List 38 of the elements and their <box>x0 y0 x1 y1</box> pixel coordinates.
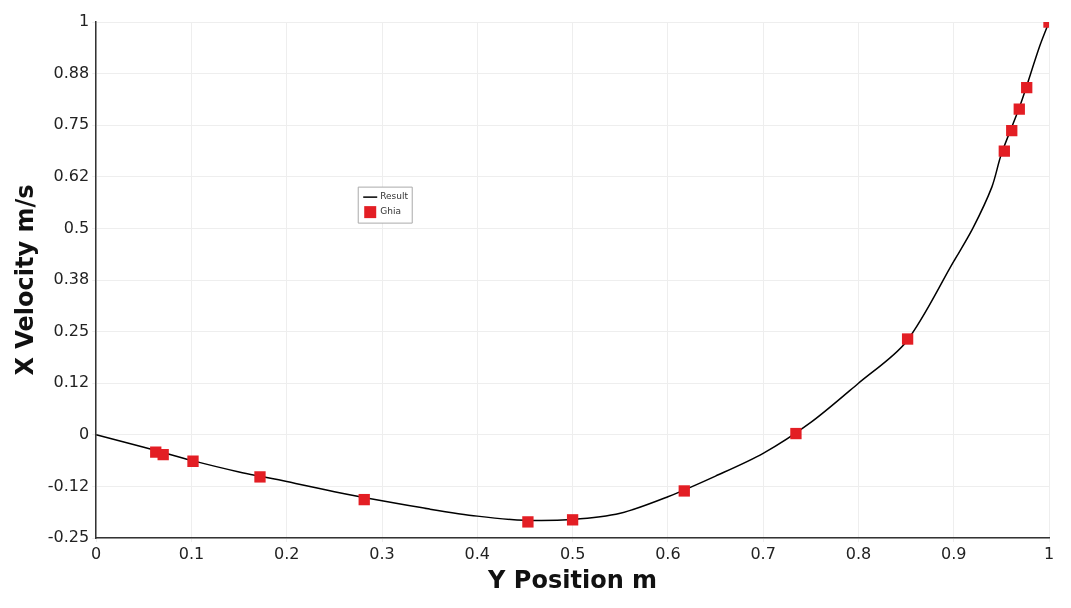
y-tick-label: 0.25 <box>53 320 90 340</box>
point <box>1006 124 1018 137</box>
point <box>1021 81 1033 94</box>
y-axis-title: X Velocity m/s <box>10 184 39 376</box>
point <box>566 514 579 526</box>
point <box>187 455 199 467</box>
point <box>522 516 534 528</box>
point <box>254 471 266 483</box>
point <box>678 485 690 497</box>
y-tick-label: -0.12 <box>47 475 90 495</box>
x-tick-label: 0.4 <box>464 543 491 563</box>
y-tick-label: -0.25 <box>47 527 90 547</box>
y-tick-label: 0.62 <box>53 165 90 185</box>
y-tick-label: 0.12 <box>53 372 90 392</box>
point <box>901 333 914 345</box>
y-tick-label: 0.5 <box>63 217 90 237</box>
x-tick-label: 0.6 <box>655 543 681 563</box>
y-tick-label: 0.75 <box>53 114 90 134</box>
point <box>790 427 802 440</box>
legend-label: Ghia <box>380 206 401 217</box>
point <box>998 145 1010 157</box>
x-tick-label: 0.8 <box>845 543 872 563</box>
y-tick-label: 0.88 <box>53 62 90 82</box>
x-tick-label: 0.7 <box>750 543 776 563</box>
legend-label: Result <box>380 191 409 202</box>
x-axis-title: Y Position m <box>487 565 658 594</box>
x-tick-label: 0.9 <box>940 543 967 563</box>
x-tick-label: 0.2 <box>274 543 300 563</box>
x-tick-label: 0.1 <box>178 543 205 563</box>
y-tick-label: 0.38 <box>53 269 90 289</box>
point <box>1013 103 1025 115</box>
x-tick-label: 0.3 <box>369 543 395 563</box>
point <box>358 493 370 506</box>
x-tick-label: 1 <box>1043 543 1055 563</box>
y-tick-label: 1 <box>79 11 90 31</box>
y-tick-label: 0 <box>79 423 90 443</box>
x-tick-label: 0.5 <box>559 543 586 563</box>
point <box>157 448 169 461</box>
